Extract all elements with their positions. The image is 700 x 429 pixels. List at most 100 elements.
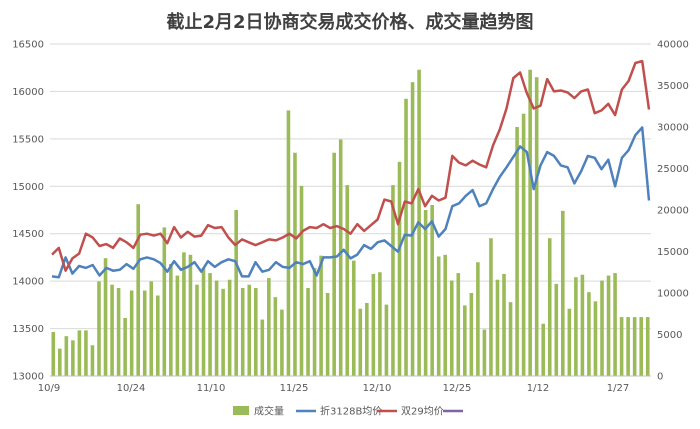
chart-title: 截止2月2日协商交易成交价格、成交量趋势图: [166, 12, 534, 33]
volume-bar: [319, 255, 323, 376]
x-tick-label: 12/25: [443, 383, 472, 394]
volume-bar: [463, 305, 467, 376]
volume-bar: [547, 238, 552, 376]
volume-bar: [365, 302, 369, 376]
volume-bar: [129, 290, 134, 376]
volume-bar: [110, 284, 114, 376]
volume-bar: [208, 273, 212, 376]
volume-bar: [273, 297, 278, 376]
volume-bar: [182, 252, 186, 376]
volume-bar: [77, 330, 82, 376]
volume-bar: [567, 308, 572, 376]
legend-swatch-volume: [233, 406, 249, 415]
volume-bar: [593, 301, 598, 376]
y-left-tick-label: 16500: [12, 40, 44, 51]
volume-bar: [378, 272, 382, 376]
volume-bar: [260, 319, 265, 376]
y-right-tick-label: 5000: [657, 330, 682, 341]
volume-bar: [97, 281, 101, 376]
volume-bar: [384, 304, 389, 376]
volume-bar: [430, 205, 434, 376]
volume-bar: [410, 82, 415, 377]
x-tick-label: 1/27: [607, 383, 629, 394]
volume-bar: [495, 279, 500, 376]
volume-bar: [541, 323, 546, 376]
volume-bar: [358, 308, 363, 376]
volume-bar: [299, 185, 304, 376]
volume-bar: [397, 161, 402, 376]
volume-bar: [90, 345, 95, 376]
volume-bar: [456, 273, 461, 376]
y-left-tick-label: 15500: [12, 134, 44, 145]
volume-bar: [286, 110, 291, 377]
volume-bar: [312, 268, 317, 376]
volume-bar: [443, 254, 448, 376]
volume-bar: [351, 260, 356, 376]
x-tick-label: 11/25: [280, 383, 309, 394]
x-tick-label: 1/12: [527, 383, 549, 394]
volume-bar: [234, 210, 238, 376]
volume-bar: [613, 273, 617, 376]
y-right-tick-label: 15000: [657, 247, 689, 258]
volume-bar: [221, 288, 225, 376]
volume-bar: [201, 268, 206, 376]
volume-bar: [175, 275, 180, 376]
volume-bar: [580, 274, 585, 376]
volume-bar: [142, 290, 147, 376]
volume-bar: [169, 263, 173, 376]
volume-bar: [554, 283, 559, 376]
x-tick-label: 12/10: [363, 383, 392, 394]
volume-bar: [436, 256, 441, 376]
y-right-tick-label: 35000: [657, 81, 689, 92]
y-right-tick-label: 20000: [657, 206, 689, 217]
volume-bar: [521, 113, 526, 376]
volume-bar: [561, 210, 565, 376]
volume-bar: [502, 273, 506, 376]
volume-bar: [188, 254, 193, 376]
y-left-tick-label: 15000: [12, 182, 44, 193]
y-left-tick-label: 14000: [12, 277, 44, 288]
y-right-tick-label: 30000: [657, 123, 689, 134]
volume-bar: [574, 277, 578, 376]
volume-bar: [332, 152, 336, 376]
legend-label: 成交量: [254, 405, 284, 418]
volume-bar: [253, 288, 258, 376]
y-right-tick-label: 0: [657, 372, 663, 383]
volume-bar: [345, 185, 350, 376]
volume-bar: [149, 281, 154, 376]
volume-bar: [306, 288, 310, 376]
volume-bar: [64, 336, 69, 376]
volume-bar: [227, 279, 232, 376]
y-left-tick-label: 14500: [12, 229, 44, 240]
volume-bar: [280, 309, 284, 376]
volume-bar: [423, 210, 428, 376]
x-tick-label: 11/10: [197, 383, 226, 394]
volume-bar: [123, 317, 127, 376]
volume-bar: [639, 317, 643, 376]
volume-bar: [626, 317, 630, 376]
legend-label: 双29均价: [401, 406, 444, 418]
y-left-tick-label: 13500: [12, 324, 44, 335]
volume-bar: [116, 288, 121, 376]
y-right-tick-label: 10000: [657, 289, 689, 300]
x-tick-label: 10/9: [38, 383, 60, 394]
volume-bar: [267, 278, 271, 376]
volume-bar: [482, 329, 487, 376]
volume-bar: [606, 275, 611, 376]
volume-bar: [84, 330, 88, 376]
volume-bar: [515, 127, 519, 376]
volume-bar: [489, 238, 493, 376]
volume-bar: [136, 204, 140, 376]
volume-bar: [391, 185, 395, 376]
volume-bar: [449, 280, 454, 376]
volume-bar: [619, 317, 624, 376]
volume-bar: [404, 98, 408, 376]
volume-bar: [632, 317, 637, 376]
volume-bar: [162, 227, 167, 376]
volume-bar: [325, 293, 330, 376]
volume-bar: [240, 288, 245, 376]
volume-bar: [155, 295, 160, 376]
y-left-tick-label: 16000: [12, 87, 44, 98]
legend-label: 折3128B均价: [320, 405, 382, 418]
